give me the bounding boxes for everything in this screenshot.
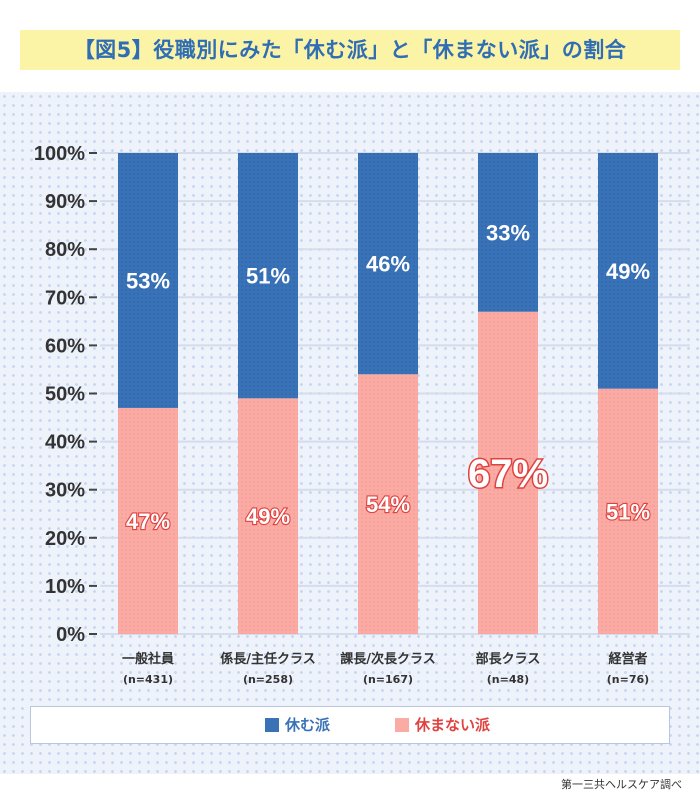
category-sample-size: (n=167) <box>363 673 413 686</box>
y-tick-label: 40% <box>45 432 85 454</box>
y-tick-label: 20% <box>45 528 85 550</box>
chart-panel <box>0 92 700 774</box>
data-label-rest: 53% <box>126 268 170 293</box>
y-tick-label: 10% <box>45 576 85 598</box>
legend-swatch-no-rest <box>395 717 409 732</box>
y-tick-label: 50% <box>45 384 85 406</box>
bar-rest <box>118 153 178 408</box>
legend: 休む派 休まない派 <box>30 706 670 744</box>
bar-no-rest <box>118 407 178 634</box>
data-label-no-rest: 54% <box>366 492 410 517</box>
y-tick-label: 80% <box>45 239 85 261</box>
category-sample-size: (n=258) <box>243 673 293 686</box>
category-label: 課長/次長クラス <box>340 651 436 667</box>
data-label-no-rest: 51% <box>606 499 650 524</box>
bar-rest <box>598 153 658 389</box>
bar-rest <box>478 153 538 312</box>
y-tick-label: 30% <box>45 480 85 502</box>
bar-no-rest <box>238 398 298 634</box>
data-label-rest: 49% <box>606 259 650 284</box>
category-sample-size: (n=48) <box>487 673 529 686</box>
category-label: 一般社員 <box>122 651 174 667</box>
chart-title: 【図5】役職別にみた「休む派」と「休まない派」の割合 <box>73 38 627 62</box>
bar-rest <box>358 153 418 375</box>
data-label-no-rest: 67% <box>468 452 548 496</box>
category-label: 部長クラス <box>476 651 541 667</box>
category-sample-size: (n=76) <box>607 673 649 686</box>
data-label-rest: 51% <box>246 264 290 289</box>
data-label-no-rest: 47% <box>126 509 170 534</box>
bar-rest <box>238 153 298 399</box>
legend-label-no-rest: 休まない派 <box>415 716 491 734</box>
legend-item-rest: 休む派 <box>265 707 330 742</box>
title-highlight <box>20 30 680 70</box>
data-label-no-rest: 49% <box>246 504 290 529</box>
data-label-rest: 46% <box>366 252 410 277</box>
legend-swatch-rest <box>265 717 279 732</box>
bar-no-rest <box>478 311 538 634</box>
bar-no-rest <box>598 388 658 634</box>
y-tick-label: 60% <box>45 335 85 357</box>
y-tick-label: 90% <box>45 191 85 213</box>
source-credit: 第一三共ヘルスケア調べ <box>561 778 682 791</box>
legend-label-rest: 休む派 <box>285 716 331 734</box>
data-label-rest: 33% <box>486 220 530 245</box>
bar-no-rest <box>358 374 418 634</box>
legend-item-no-rest: 休まない派 <box>395 707 490 742</box>
category-sample-size: (n=431) <box>123 673 173 686</box>
y-tick-label: 0% <box>56 624 85 646</box>
y-tick-label: 100% <box>34 143 85 165</box>
category-label: 経営者 <box>608 651 647 667</box>
y-tick-label: 70% <box>45 287 85 309</box>
category-label: 係長/主任クラス <box>220 651 316 667</box>
